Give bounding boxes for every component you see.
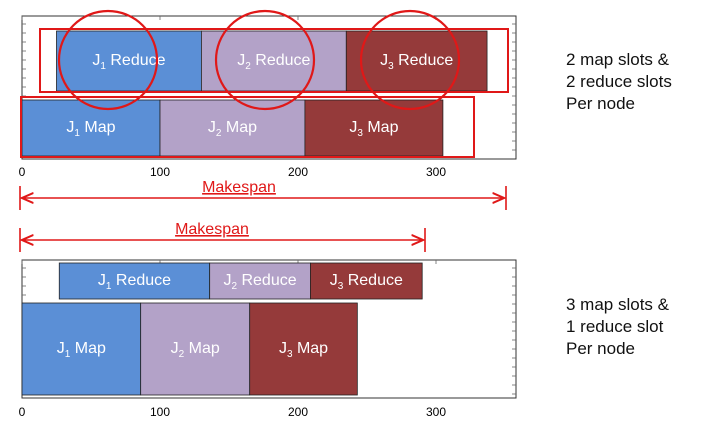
top-reduce-circle-j3 bbox=[359, 9, 461, 111]
top-reduce-bar-j1 bbox=[56, 30, 202, 92]
top-x-tick-label: 200 bbox=[288, 165, 308, 179]
bottom-reduce-bar-j2 bbox=[209, 262, 311, 300]
bottom-reduce-label-j3: J3 Reduce bbox=[330, 272, 403, 291]
bottom-map-bar-j2 bbox=[140, 302, 251, 396]
top-x-tick-label: 300 bbox=[426, 165, 446, 179]
top-panel-note: 2 map slots & 2 reduce slots Per node bbox=[566, 49, 672, 115]
top-reduce-bar-j3 bbox=[345, 30, 488, 92]
top-x-tick-label: 0 bbox=[19, 165, 26, 179]
bottom-makespan-label: Makespan bbox=[175, 221, 249, 238]
top-x-tick-label: 100 bbox=[150, 165, 170, 179]
bottom-map-bar-j1 bbox=[21, 302, 142, 396]
top-reduce-circle-j2 bbox=[214, 9, 316, 111]
bottom-panel-note: 3 map slots & 1 reduce slot Per node bbox=[566, 294, 669, 360]
top-note-line-1: 2 map slots & bbox=[566, 50, 669, 69]
bottom-map-label-j1: J1 Map bbox=[57, 340, 106, 359]
bottom-map-label-j3: J3 Map bbox=[279, 340, 328, 359]
bottom-note-line-1: 3 map slots & bbox=[566, 295, 669, 314]
top-map-label-j2: J2 Map bbox=[208, 119, 257, 138]
bottom-map-bar-j3 bbox=[249, 302, 358, 396]
top-note-line-3: Per node bbox=[566, 94, 635, 113]
top-map-label-j3: J3 Map bbox=[349, 119, 398, 138]
bottom-reduce-label-j1: J1 Reduce bbox=[98, 272, 171, 291]
top-reduce-bar-j2 bbox=[200, 30, 347, 92]
top-reduce-label-j1: J1 Reduce bbox=[92, 52, 165, 71]
top-reduce-label-j2: J2 Reduce bbox=[237, 52, 310, 71]
bottom-x-tick-label: 200 bbox=[288, 405, 308, 419]
top-panel: 0 100 200 300 J1 Reduce J2 Reduce J3 Reduce J1 … bbox=[19, 9, 517, 210]
bottom-map-label-j2: J2 Map bbox=[171, 340, 220, 359]
bottom-reduce-bar-j3 bbox=[310, 262, 423, 300]
bottom-x-tick-label: 100 bbox=[150, 405, 170, 419]
top-map-label-j1: J1 Map bbox=[66, 119, 115, 138]
top-reduce-label-j3: J3 Reduce bbox=[380, 52, 453, 71]
top-map-bar-j3 bbox=[304, 99, 444, 157]
top-map-highlight-box bbox=[20, 96, 475, 158]
bottom-reduce-bar-j1 bbox=[58, 262, 211, 300]
bottom-note-line-3: Per node bbox=[566, 339, 635, 358]
top-makespan-label: Makespan bbox=[202, 179, 276, 196]
top-map-bar-j1 bbox=[21, 99, 161, 157]
bottom-note-line-2: 1 reduce slot bbox=[566, 317, 664, 336]
bottom-panel: Makespan 0 100 200 300 J1 Reduce J2 Reduce J3 R… bbox=[19, 221, 517, 419]
top-note-line-2: 2 reduce slots bbox=[566, 72, 672, 91]
bottom-reduce-label-j2: J2 Reduce bbox=[223, 272, 296, 291]
top-reduce-highlight-box bbox=[39, 28, 509, 93]
bottom-x-tick-label: 0 bbox=[19, 405, 26, 419]
top-reduce-circle-j1 bbox=[57, 9, 159, 111]
bottom-x-tick-label: 300 bbox=[426, 405, 446, 419]
